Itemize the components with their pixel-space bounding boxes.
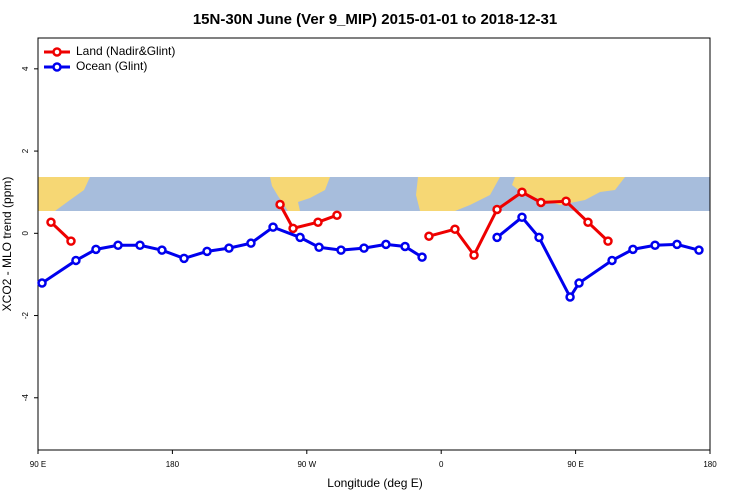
data-point <box>268 222 278 232</box>
data-point <box>628 244 638 255</box>
y-axis-label: XCO2 - MLO trend (ppm) <box>0 177 14 312</box>
plot-frame <box>37 37 711 451</box>
y-tick-label: 4 <box>21 66 30 71</box>
y-tick-label: 2 <box>21 148 30 153</box>
data-point <box>46 217 56 227</box>
data-point <box>607 255 617 266</box>
data-point <box>37 278 47 288</box>
data-point <box>314 242 324 253</box>
data-point <box>492 232 502 243</box>
y-tick-label: -2 <box>21 311 30 319</box>
data-point <box>224 243 234 253</box>
data-point <box>332 210 342 220</box>
x-tick-label: 180 <box>166 460 180 469</box>
data-point <box>650 240 660 250</box>
data-point <box>359 243 369 253</box>
data-point <box>492 204 502 215</box>
data-point <box>672 239 682 250</box>
data-point <box>417 252 427 262</box>
y-tick-label: 0 <box>21 231 30 236</box>
legend-label: Land (Nadir&Glint) <box>76 44 175 58</box>
data-point <box>450 224 460 234</box>
data-point <box>91 244 101 255</box>
data-point <box>603 236 613 246</box>
data-point <box>517 212 527 223</box>
data-point <box>400 241 410 252</box>
data-point <box>275 199 285 210</box>
series-line <box>41 215 700 301</box>
x-tick-label: 0 <box>439 460 444 469</box>
data-point <box>202 246 212 257</box>
x-tick-label: 90 E <box>30 460 46 469</box>
data-point <box>66 236 76 246</box>
y-tick-label: -4 <box>21 394 30 402</box>
data-point <box>517 187 527 197</box>
data-point <box>135 240 145 250</box>
data-point <box>583 217 593 227</box>
data-point <box>469 250 479 260</box>
data-point <box>565 292 575 302</box>
x-axis-label: Longitude (deg E) <box>327 476 422 490</box>
chart-title: 15N-30N June (Ver 9_MIP) 2015-01-01 to 2… <box>193 11 557 28</box>
data-point <box>71 255 81 266</box>
map-land <box>38 177 625 211</box>
x-tick-label: 180 <box>703 460 717 469</box>
data-point <box>574 278 584 288</box>
data-point <box>288 223 298 234</box>
x-tick-label: 90 E <box>567 460 583 469</box>
data-point <box>561 196 571 206</box>
legend-label: Ocean (Glint) <box>76 59 147 73</box>
data-point <box>694 245 704 255</box>
data-point <box>313 217 323 227</box>
legend-marker <box>52 62 62 72</box>
data-point <box>424 231 434 241</box>
data-point <box>157 245 167 255</box>
data-point <box>381 239 391 250</box>
data-point <box>113 240 123 250</box>
legend-marker <box>52 47 62 57</box>
data-point <box>295 232 305 243</box>
data-point <box>179 253 189 264</box>
data-point <box>336 245 346 255</box>
data-point <box>246 238 256 248</box>
data-point <box>536 197 546 208</box>
data-point <box>534 232 544 243</box>
x-tick-label: 90 W <box>297 460 316 469</box>
